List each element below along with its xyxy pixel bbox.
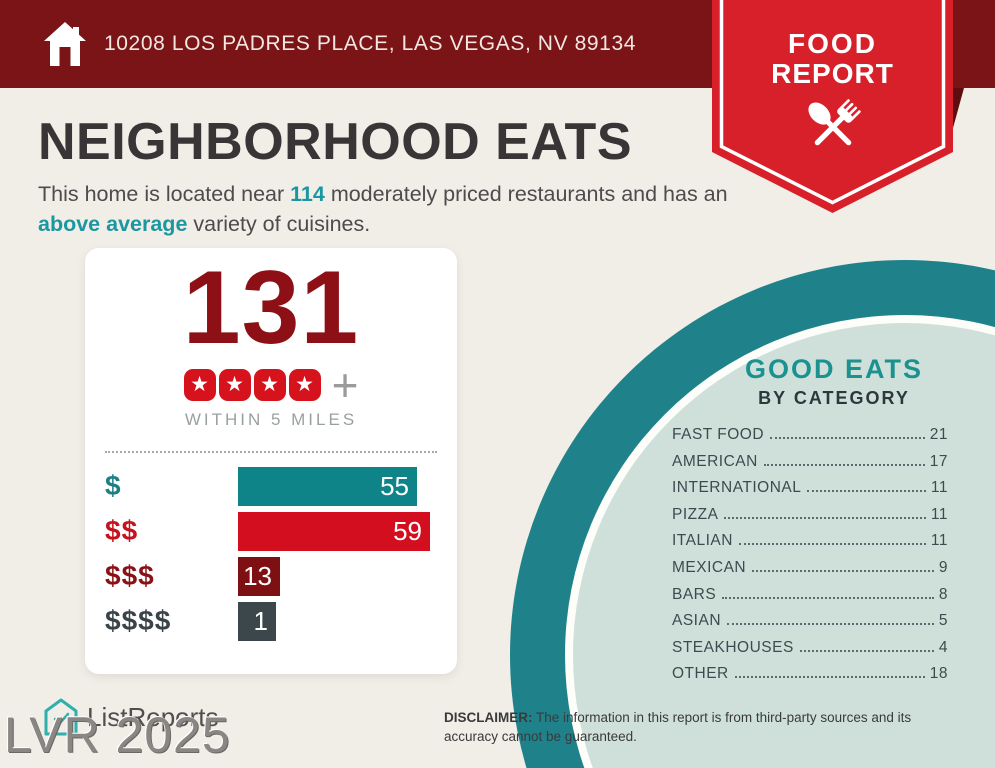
bar-value: 13: [243, 560, 272, 591]
category-count: 9: [938, 558, 948, 576]
category-label: ASIAN: [672, 612, 722, 630]
category-row: ITALIAN 11: [672, 532, 948, 559]
good-eats-subtitle: BY CATEGORY: [758, 388, 910, 408]
variety-highlight: above average: [38, 211, 188, 236]
category-count: 11: [930, 505, 948, 523]
good-eats-circle-ring: [510, 260, 995, 768]
restaurant-count: 131: [182, 250, 360, 366]
category-row: PIZZA 11: [672, 506, 948, 533]
category-row: INTERNATIONAL 11: [672, 479, 948, 506]
good-eats-panel: GOOD EATS BY CATEGORY FAST FOOD 21 AMERICA…: [654, 354, 995, 692]
category-count: 18: [929, 665, 948, 683]
category-row: MEXICAN 9: [672, 559, 948, 586]
price-tier-label: $$: [105, 515, 139, 547]
dotted-leader: [738, 543, 926, 546]
page-title: NEIGHBORHOOD EATS: [38, 113, 633, 171]
star-icon: ★: [288, 368, 321, 401]
dotted-divider: [105, 450, 437, 453]
ribbon-shape: [712, 0, 953, 213]
category-list: FAST FOOD 21 AMERICAN 17 INTERNATIONAL 11 PIZZ…: [672, 426, 948, 692]
category-label: BARS: [672, 585, 717, 603]
price-tier-bar: 13: [238, 556, 280, 596]
category-label: MEXICAN: [672, 558, 747, 576]
ribbon-title-line1: FOOD: [788, 28, 877, 59]
plus-icon: +: [331, 358, 359, 411]
watermark: LVR 2025: [4, 707, 231, 763]
intro-text-part1: This home is located near: [38, 182, 291, 206]
restaurant-stats-card: 131 ★ ★ ★ ★ + WITHIN 5 MILES $55 $$ 59 $$$ 13 $$$…: [85, 248, 457, 674]
price-bar-row: $55: [105, 466, 439, 506]
price-tier-label: $: [105, 470, 122, 502]
category-count: 4: [938, 638, 948, 656]
bar-value: 59: [393, 515, 422, 546]
price-tier-bar: 1: [238, 601, 276, 641]
star-icon: ★: [218, 368, 251, 401]
category-row: AMERICAN 17: [672, 453, 948, 480]
price-tier-label: $$$: [105, 560, 155, 592]
category-label: INTERNATIONAL: [672, 479, 802, 497]
price-bar-row: $$ 59: [105, 511, 439, 551]
brand-name: ListReports: [87, 701, 219, 732]
food-report-ribbon: FOOD REPORT: [712, 0, 953, 213]
category-label: AMERICAN: [672, 452, 758, 470]
category-count: 5: [938, 612, 948, 630]
category-label: PIZZA: [672, 505, 719, 523]
star-rating: ★ ★ ★ ★ +: [85, 358, 457, 411]
bar-value: 1: [253, 605, 268, 636]
house-icon: [44, 22, 86, 66]
category-count: 11: [930, 532, 948, 550]
listreports-house-icon: [44, 698, 78, 736]
category-row: OTHER 18: [672, 665, 948, 692]
price-tier-bar: 55: [238, 466, 417, 506]
crossed-spoon-fork-icon: [807, 99, 861, 146]
category-row: FAST FOOD 21: [672, 426, 948, 453]
price-bar-row: $$$$ 1: [105, 601, 439, 641]
dotted-leader: [763, 463, 925, 466]
dotted-leader: [807, 490, 926, 493]
dotted-leader: [770, 437, 925, 439]
category-row: BARS 8: [672, 586, 948, 613]
star-icon: ★: [183, 368, 216, 401]
property-address: 10208 LOS PADRES PLACE, LAS VEGAS, NV 89…: [104, 32, 637, 55]
category-label: FAST FOOD: [672, 426, 765, 443]
category-label: ITALIAN: [672, 532, 733, 550]
restaurant-count-highlight: 114: [290, 182, 325, 206]
intro-text: This home is located near 114 moderately…: [38, 180, 728, 239]
dotted-leader: [724, 516, 926, 519]
intro-text-part3: variety of cuisines.: [187, 211, 371, 236]
bar-value: 55: [380, 470, 409, 501]
price-bar-row: $$$ 13: [105, 556, 439, 596]
disclaimer-text: The information in this report is from t…: [444, 710, 912, 744]
category-label: OTHER: [672, 665, 729, 683]
price-tier-label: $$$$: [105, 605, 172, 637]
dotted-leader: [722, 596, 934, 599]
category-row: STEAKHOUSES 4: [672, 639, 948, 666]
category-row: ASIAN 5: [672, 612, 948, 639]
price-tier-bar: 59: [238, 511, 430, 551]
ribbon-title-line2: REPORT: [771, 58, 894, 89]
ribbon-fold-shadow: [953, 88, 964, 128]
intro-text-part2: moderately priced restaurants and has an: [324, 182, 728, 206]
category-count: 21: [929, 426, 948, 443]
category-count: 8: [938, 585, 948, 603]
price-tier-bar-chart: $55 $$ 59 $$$ 13 $$$$ 1: [105, 466, 439, 641]
category-count: 17: [929, 452, 948, 470]
disclaimer-label: DISCLAIMER:: [444, 710, 533, 725]
listreports-logo: ListReports: [44, 698, 219, 736]
dotted-leader: [727, 623, 934, 626]
star-icon: ★: [253, 368, 286, 401]
dotted-leader: [752, 569, 934, 572]
disclaimer: DISCLAIMER: The information in this repo…: [444, 709, 959, 747]
dotted-leader: [799, 649, 934, 652]
category-label: STEAKHOUSES: [672, 638, 794, 656]
category-count: 11: [930, 479, 948, 497]
good-eats-title: GOOD EATS: [744, 354, 923, 384]
radius-label: WITHIN 5 MILES: [184, 409, 358, 429]
dotted-leader: [734, 676, 925, 679]
